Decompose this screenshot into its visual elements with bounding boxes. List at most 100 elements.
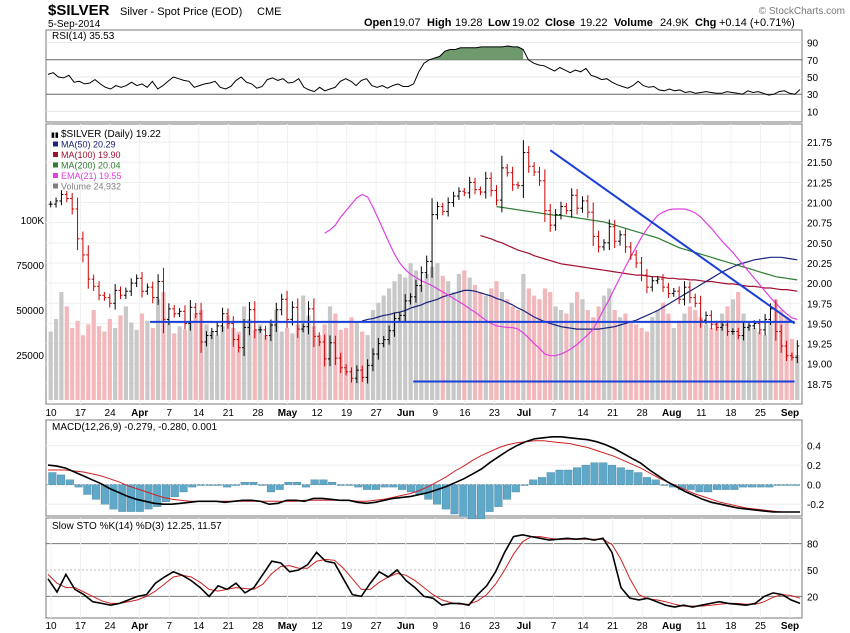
volume-bar [166,322,171,400]
macd-histogram-bar [380,484,389,488]
macd-histogram-bar [328,482,337,485]
volume-bar [193,313,198,400]
volume-bar [725,306,730,400]
volume-tick-label: 75000 [16,261,44,272]
macd-histogram-bar [555,469,564,485]
volume-bar [279,331,284,400]
price-tick-label: 21.50 [807,158,832,169]
volume-bar [736,292,741,400]
macd-histogram-bar [459,484,468,517]
x-tick-label: 21 [607,621,619,632]
macd-histogram-bar [782,484,791,486]
volume-bar [607,288,612,400]
macd-histogram-bar [48,472,57,485]
x-tick-label: 11 [696,408,707,419]
x-tick-label: Jun [397,408,415,419]
stochastic-title: Slow STO %K(14) %D(3) 12.25, 11.57 [52,521,222,532]
volume-bar [499,292,504,400]
volume-bar [354,322,359,400]
volume-bar [199,310,204,400]
volume-bar [413,270,419,400]
legend-swatch [53,141,58,147]
x-tick-label: 14 [193,408,205,419]
volume-bar [666,313,671,400]
macd-histogram-bar [468,484,477,520]
macd-histogram-bar [92,484,101,500]
volume-bar [489,288,494,400]
x-tick-label: 21 [223,621,235,632]
macd-title: MACD(12,26,9) -0.279, -0.280, 0.001 [52,422,218,433]
macd-histogram-bar [695,484,704,493]
macd-histogram-bar [205,484,214,486]
close-label: Close [545,17,575,29]
volume-bar [311,326,316,400]
volume-bar [258,324,263,400]
x-tick-label: 24 [105,408,117,419]
macd-histogram-bar [573,467,582,485]
high-value: 19.28 [455,17,483,29]
volume-bar [585,310,590,400]
volume-bar [145,320,150,400]
macd-histogram-bar [704,484,713,493]
x-tick-label: 12 [311,408,323,419]
macd-histogram-bar [398,484,407,490]
volume-bar [494,281,499,400]
x-tick-label: Jun [397,621,415,632]
rsi-tick-label: 70 [807,56,819,67]
price-plot [48,140,800,384]
x-tick-label: 28 [252,408,264,419]
macd-histogram-bar [590,462,599,485]
volume-bar [317,335,322,400]
ma200-line [496,206,798,281]
volume-bar [397,274,402,400]
volume-bar [682,313,687,400]
macd-histogram-bar [642,477,651,485]
x-tick-label: 14 [578,621,590,632]
x-tick-label: 10 [45,621,57,632]
x-tick-label: May [278,621,298,632]
x-tick-label: 28 [637,621,649,632]
rsi-panel [45,29,803,123]
x-tick-label: Sep [781,621,799,632]
x-tick-label: 18 [725,408,737,419]
macd-histogram-bar [266,484,275,493]
ma50-line [362,256,798,330]
macd-histogram-bar [564,469,573,485]
volume-bar [284,328,290,400]
volume-bar [419,284,424,400]
volume-bar [548,292,553,400]
x-tick-label: 17 [75,408,87,419]
volume-bar [789,338,795,400]
macd-histogram-bar [162,484,171,502]
rsi-tick-label: 10 [807,107,819,118]
x-tick-label: 7 [551,621,557,632]
axis-labels: 90 70 50 30 10 21.75 21.50 21.25 21.00 20.75 20.50… [16,39,832,632]
macd-histogram-bar [485,484,494,512]
macd-histogram-bar [791,484,800,486]
volume-bar [714,320,719,400]
volume-tick-label: 50000 [16,306,44,317]
volume-bar [575,292,580,400]
volume-bar [113,328,118,400]
macd-line [47,435,800,513]
volume-bar [730,299,735,400]
volume-bar [698,317,703,400]
volume-tick-label: 25000 [16,351,44,362]
volume-label: Volume [614,17,653,29]
volume-bar [349,317,354,400]
volume-bar [623,313,628,400]
macd-tick-label: 0.4 [807,442,821,453]
volume-bar [209,331,214,400]
volume-bar [139,313,145,400]
x-tick-label: 24 [105,621,117,632]
volume-bar [580,299,585,400]
stochastic-d-line [47,536,801,607]
close-value: 19.22 [580,17,608,29]
macd-histogram-bar [74,484,83,488]
change-label: Chg [695,17,716,29]
macd-tick-label: -0.2 [807,500,825,511]
legend-item: MA(200) 20.04 [61,161,121,171]
stochastic-tick-label: 20 [807,592,819,603]
volume-bar [478,292,483,400]
